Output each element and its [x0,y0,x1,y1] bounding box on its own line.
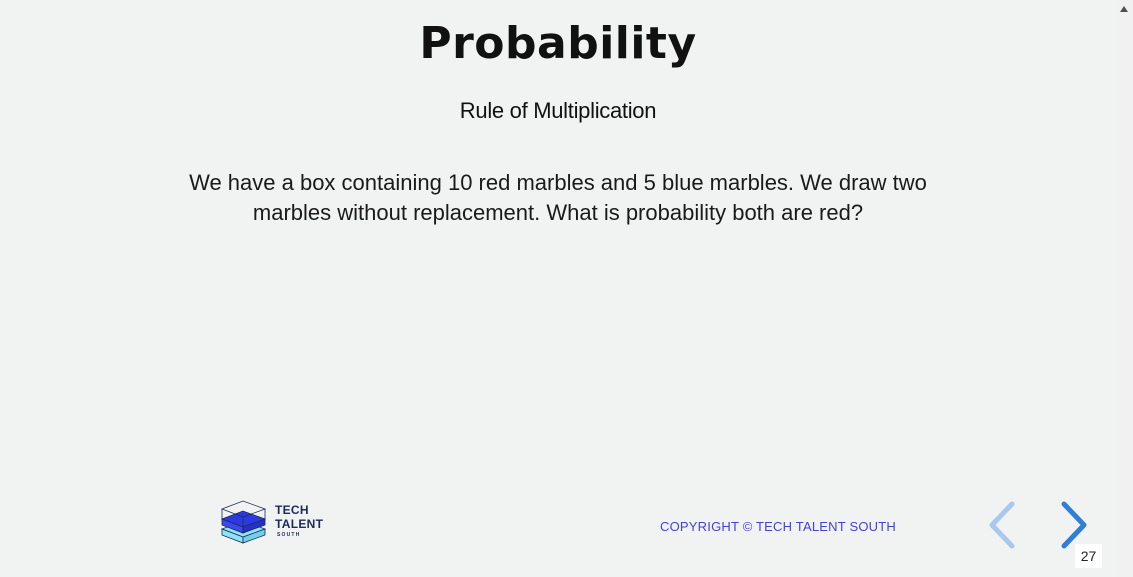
slide-subtitle: Rule of Multiplication [459,98,657,123]
next-slide-button[interactable] [1054,500,1094,550]
chevron-left-icon [989,501,1015,549]
logo-text-talent: TALENT [275,517,324,531]
logo-cube-icon [220,500,267,544]
slide-number: 27 [1075,544,1102,568]
logo-wordmark: TECH TALENT SOUTH [275,503,323,540]
copyright-notice: COPYRIGHT © TECH TALENT SOUTH [660,519,896,534]
slide-title: Probability [419,18,697,69]
logo-text-south: SOUTH [277,532,301,538]
vertical-scrollbar[interactable] [1116,0,1133,577]
previous-slide-button[interactable] [984,500,1024,550]
tech-talent-south-logo: TECH TALENT SOUTH [220,499,330,545]
chevron-right-icon [1061,501,1087,549]
scroll-up-arrow-icon[interactable] [1120,6,1128,12]
logo-text-tech: TECH [275,503,309,517]
slide-body-text: We have a box containing 10 red marbles … [189,170,927,225]
